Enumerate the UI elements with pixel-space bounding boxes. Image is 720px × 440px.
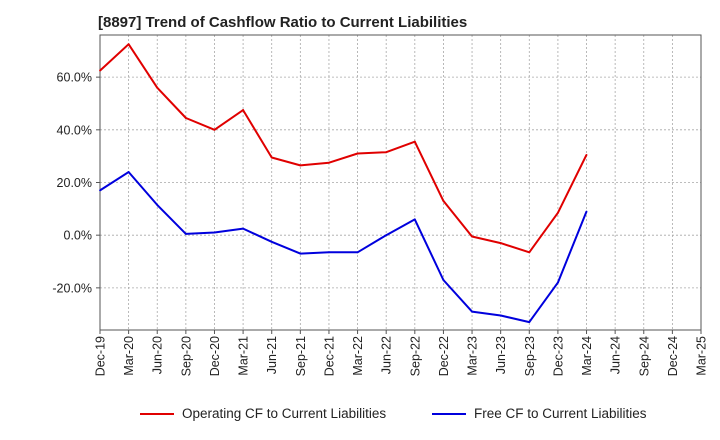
x-tick-label: Mar-23	[466, 336, 480, 376]
chart-title: [8897] Trend of Cashflow Ratio to Curren…	[98, 14, 468, 31]
data-point	[385, 151, 388, 154]
data-point	[299, 164, 302, 167]
y-tick-label: 0.0%	[64, 229, 93, 243]
y-tick-label: 40.0%	[57, 123, 92, 137]
legend-label-free-cf: Free CF to Current Liabilities	[474, 406, 647, 421]
x-tick-label: Dec-23	[551, 336, 565, 376]
series-line-operating-cf	[99, 43, 588, 254]
y-tick-label: 60.0%	[57, 71, 92, 85]
x-tick-label: Sep-21	[294, 336, 308, 376]
data-point	[356, 251, 359, 254]
x-tick-label: Dec-22	[437, 336, 451, 376]
data-point	[528, 251, 531, 254]
legend-label-operating-cf: Operating CF to Current Liabilities	[182, 406, 387, 421]
data-point	[471, 310, 473, 313]
x-tick-label: Mar-24	[580, 336, 594, 376]
data-point	[585, 153, 588, 156]
data-point	[156, 203, 159, 206]
data-point	[242, 109, 244, 111]
x-tick-label: Jun-21	[265, 336, 279, 374]
data-point	[299, 252, 302, 255]
x-tick-label: Sep-24	[637, 336, 651, 376]
legend-swatch-blue	[432, 412, 466, 415]
x-tick-label: Mar-20	[122, 336, 136, 376]
series-line-free-cf	[99, 171, 588, 324]
data-point	[184, 232, 187, 235]
data-point	[413, 218, 416, 221]
x-tick-label: Jun-22	[380, 336, 394, 374]
x-tick-label: Dec-19	[94, 336, 108, 376]
data-point	[356, 152, 359, 155]
data-point	[528, 321, 531, 323]
data-point	[184, 117, 187, 119]
legend-item-free-cf: Free CF to Current Liabilities	[432, 406, 647, 421]
x-tick-label: Sep-23	[523, 336, 537, 376]
x-tick-label: Mar-22	[351, 336, 365, 376]
data-point	[242, 227, 244, 230]
x-tick-label: Mar-25	[695, 336, 709, 376]
data-point	[270, 240, 273, 243]
data-point	[499, 242, 502, 244]
data-point	[156, 86, 159, 89]
data-point	[127, 171, 130, 173]
legend-swatch-red	[140, 412, 174, 415]
data-point	[99, 69, 101, 72]
data-point	[385, 234, 388, 237]
y-tick-label: 20.0%	[57, 176, 92, 190]
data-point	[557, 211, 559, 214]
data-point	[442, 279, 445, 281]
data-point	[99, 189, 101, 192]
data-point	[127, 43, 130, 46]
x-tick-label: Jun-24	[609, 336, 623, 374]
data-point	[499, 314, 502, 317]
x-tick-label: Dec-20	[208, 336, 222, 376]
legend-item-operating-cf: Operating CF to Current Liabilities	[140, 406, 386, 421]
x-tick-label: Mar-21	[237, 336, 251, 376]
x-tick-label: Jun-23	[494, 336, 508, 374]
data-point	[213, 231, 216, 234]
x-tick-label: Sep-22	[408, 336, 422, 376]
data-point	[213, 128, 216, 131]
data-point	[557, 281, 559, 284]
data-point	[585, 210, 588, 213]
data-point	[328, 161, 330, 164]
x-tick-label: Dec-24	[666, 336, 680, 376]
x-tick-label: Jun-20	[151, 336, 165, 374]
data-point	[442, 200, 445, 202]
data-point	[413, 140, 416, 143]
data-point	[270, 156, 273, 159]
x-tick-label: Dec-21	[322, 336, 336, 376]
y-tick-label: -20.0%	[52, 281, 92, 295]
data-point	[471, 235, 473, 238]
x-tick-label: Sep-20	[179, 336, 193, 376]
data-point	[328, 251, 330, 254]
